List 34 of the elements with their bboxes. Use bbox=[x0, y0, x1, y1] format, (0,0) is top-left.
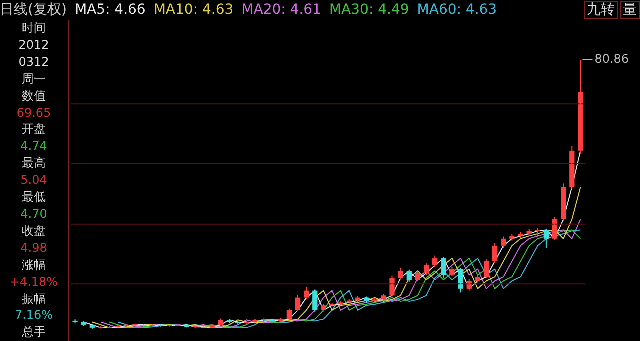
text: 80.86 bbox=[594, 52, 630, 66]
text: 涨幅 bbox=[21, 256, 47, 274]
text: 7.16% bbox=[14, 307, 54, 324]
text: 振幅 bbox=[21, 290, 47, 308]
text: MA60: 4.63 bbox=[417, 2, 498, 18]
text: MA30: 4.49 bbox=[329, 2, 410, 18]
text: +4.18% bbox=[8, 274, 60, 290]
text: 0312 bbox=[18, 54, 50, 71]
text: 5.04 bbox=[20, 172, 48, 190]
chart-title: 日线(复权) bbox=[0, 1, 67, 19]
text: 最低 bbox=[21, 189, 47, 206]
candlestick bbox=[226, 318, 232, 324]
text: 开盘 bbox=[21, 121, 47, 138]
text: 量 bbox=[620, 1, 640, 19]
candlestick bbox=[72, 319, 78, 324]
candlestick bbox=[201, 326, 206, 329]
candlestick bbox=[252, 318, 258, 324]
candlestick bbox=[510, 234, 515, 242]
text: 4.98 bbox=[20, 240, 48, 257]
text: 时间 bbox=[21, 20, 47, 37]
text: 九转 bbox=[584, 1, 618, 19]
text: 4.74 bbox=[20, 138, 48, 156]
text: 周一 bbox=[21, 70, 47, 88]
text: MA10: 4.63 bbox=[154, 2, 234, 18]
candlestick bbox=[321, 304, 326, 312]
text: MA20: 4.61 bbox=[242, 2, 322, 18]
text: 收盘 bbox=[21, 222, 47, 240]
text: 最高 bbox=[21, 155, 47, 172]
text: 2012 bbox=[18, 36, 50, 54]
text: 数值 bbox=[21, 88, 47, 105]
text: 69.65 bbox=[16, 104, 52, 122]
text: 总手 bbox=[21, 324, 47, 341]
text: MA5: 4.66 bbox=[74, 2, 146, 18]
text: 4.70 bbox=[20, 206, 48, 223]
